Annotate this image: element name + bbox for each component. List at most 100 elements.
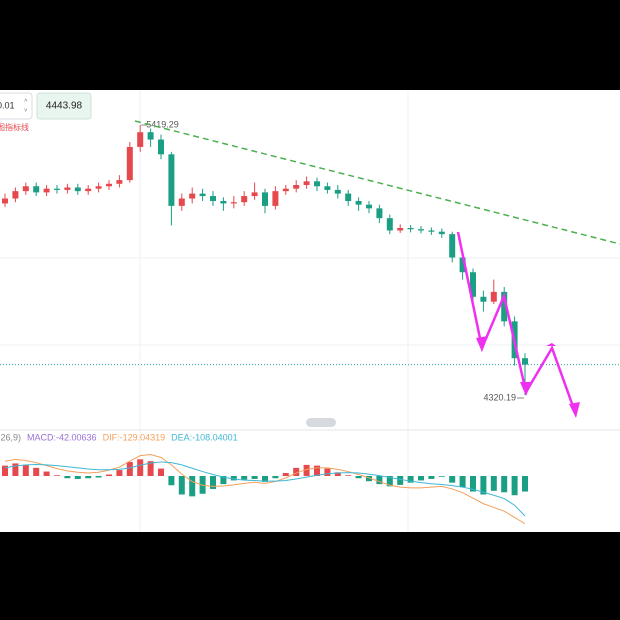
macd-bar (418, 476, 424, 481)
macd-legend: DEA:-108.04001 (171, 432, 238, 442)
macd-bar (272, 476, 279, 479)
candle-body (64, 187, 71, 190)
candle-body (199, 193, 206, 197)
candle-body (334, 189, 341, 194)
macd-bar (2, 465, 8, 476)
macd-bar (314, 465, 320, 476)
macd-bar (210, 476, 216, 489)
candle-body (147, 132, 154, 140)
candle-body (33, 186, 40, 193)
candle-body (272, 191, 279, 206)
candle-body (189, 193, 196, 199)
macd-bar (511, 476, 518, 496)
macd-bar (33, 467, 40, 476)
macd-bar (490, 476, 497, 491)
spin-up[interactable]: ˄ (24, 99, 28, 105)
step-value: 0.01 (0, 100, 15, 110)
candle-body (262, 192, 268, 206)
macd-bar (168, 476, 175, 486)
step-input[interactable] (0, 92, 33, 120)
candle-body (74, 187, 81, 192)
price-box[interactable] (36, 92, 92, 120)
macd-bar (376, 476, 383, 485)
candle-body (43, 188, 50, 193)
macd-bar (345, 475, 352, 476)
candle-body (210, 196, 216, 201)
candle-body (345, 193, 352, 201)
price-box-value: 4443.98 (46, 101, 83, 112)
candle-body (324, 186, 331, 190)
macd-bar (355, 476, 362, 479)
macd-bar (282, 473, 289, 476)
candle-body (314, 181, 320, 187)
macd-bar (95, 476, 102, 478)
candle-body (470, 272, 476, 297)
high-label: 5419.29 (146, 119, 179, 129)
candle-body (220, 200, 227, 204)
macd-bar (438, 476, 445, 477)
candle-body (480, 296, 487, 302)
candle-body (522, 358, 528, 365)
macd-legend: DIF:-129.04319 (103, 432, 166, 442)
candle-body (22, 186, 29, 192)
candle-body (158, 139, 164, 155)
macd-bar (407, 476, 414, 483)
candle-body (178, 198, 185, 206)
hint-text[interactable]: 图指标线 (0, 122, 29, 132)
candle-body (251, 192, 258, 197)
macd-line (4, 454, 526, 525)
macd-bar (43, 471, 50, 476)
macd-bar (126, 461, 133, 476)
macd-bar (158, 468, 164, 476)
macd-bar (12, 463, 19, 476)
candle-body (2, 198, 8, 204)
candle-body (459, 257, 466, 273)
macd-bar (334, 472, 341, 476)
macd-legend: MACD:-42.00636 (27, 432, 97, 442)
macd-bar (137, 459, 144, 476)
candle-body (438, 231, 445, 235)
candle-body (418, 229, 424, 231)
scroll-handle[interactable] (306, 418, 336, 427)
candle-body (12, 191, 19, 199)
macd-legend: 12,26,9) (0, 432, 21, 442)
candle-body (376, 208, 383, 219)
macd-bar (220, 476, 227, 485)
low-label: 4320.19 (483, 392, 516, 402)
candle-body (490, 291, 497, 302)
candle-body (106, 183, 112, 187)
macd-bar (54, 475, 60, 476)
macd-bar (241, 476, 248, 480)
candle-body (366, 204, 372, 209)
macd-bar (189, 476, 196, 497)
candle-body (95, 186, 102, 189)
macd-bar (116, 470, 123, 476)
macd-bar (147, 461, 154, 476)
macd-bar (178, 476, 185, 495)
candle-body (137, 132, 144, 147)
macd-bar (324, 468, 331, 476)
macd-bar (262, 476, 268, 482)
candle-body (397, 228, 404, 231)
macd-bar (470, 476, 476, 492)
candle-body (303, 181, 310, 186)
spin-down[interactable]: ˅ (24, 109, 28, 115)
macd-bar (397, 476, 404, 485)
macd-bar (230, 476, 237, 481)
macd-bar (106, 474, 112, 476)
forecast-arrows (456, 231, 577, 413)
arrow-heads (476, 336, 580, 418)
macd-bar (22, 464, 29, 476)
macd-bar (85, 476, 92, 479)
candle-body (282, 188, 289, 192)
macd-bar (459, 476, 466, 488)
candle-body (428, 230, 435, 232)
macd-bar (366, 476, 372, 482)
macd-bar (64, 476, 71, 479)
macd-bar (480, 476, 487, 495)
candle-body (355, 200, 362, 205)
candle-body (449, 234, 456, 258)
macd-line (4, 461, 526, 517)
macd-bar (74, 476, 81, 479)
